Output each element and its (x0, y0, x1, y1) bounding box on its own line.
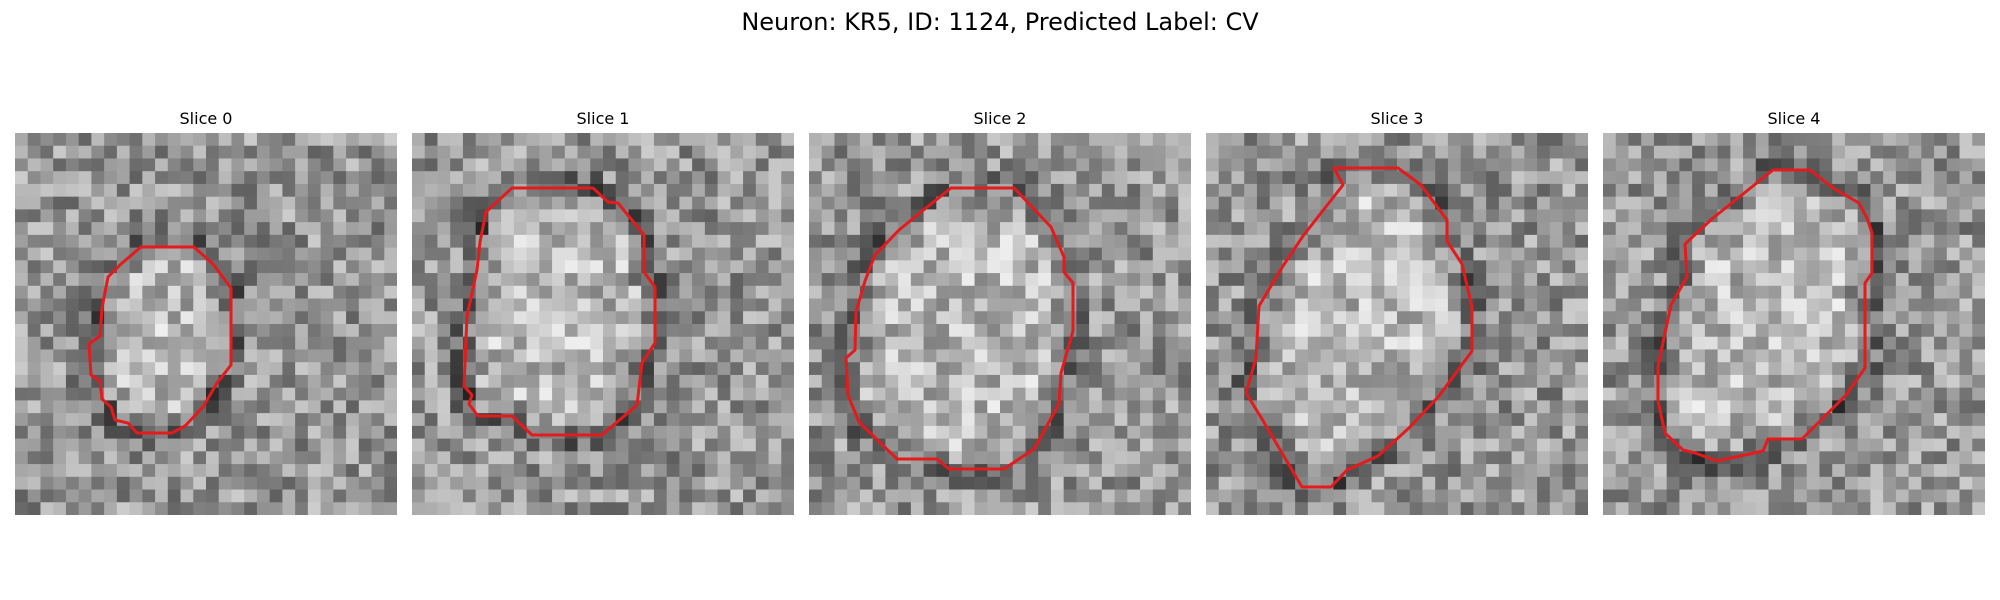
slice-title-0: Slice 0 (179, 109, 233, 128)
segmentation-contour-2 (844, 186, 1075, 471)
slice-panel-3: Slice 3 (1206, 108, 1588, 515)
slice-image-2 (809, 133, 1191, 515)
slice-title-3: Slice 3 (1370, 109, 1424, 128)
slice-image-0 (15, 133, 397, 515)
slice-image-4 (1603, 133, 1985, 515)
slice-panel-4: Slice 4 (1603, 108, 1985, 515)
pixel-grid-4 (1603, 133, 1985, 515)
segmentation-contour-4 (1656, 168, 1874, 463)
slice-panel-0: Slice 0 (15, 108, 397, 515)
pixel-grid-3 (1206, 133, 1588, 515)
slice-image-1 (412, 133, 794, 515)
pixel-grid-2 (809, 133, 1191, 515)
slice-image-3 (1206, 133, 1588, 515)
slice-title-1: Slice 1 (576, 109, 630, 128)
segmentation-contour-1 (462, 186, 657, 437)
slice-panel-2: Slice 2 (809, 108, 1191, 515)
figure-title: Neuron: KR5, ID: 1124, Predicted Label: … (741, 8, 1259, 36)
segmentation-contour-3 (1244, 166, 1474, 489)
pixel-grid-1 (412, 133, 794, 515)
segmentation-contour-0 (87, 245, 233, 435)
slice-title-2: Slice 2 (973, 109, 1027, 128)
slice-panel-1: Slice 1 (412, 108, 794, 515)
slice-title-4: Slice 4 (1767, 109, 1821, 128)
pixel-grid-0 (15, 133, 397, 515)
